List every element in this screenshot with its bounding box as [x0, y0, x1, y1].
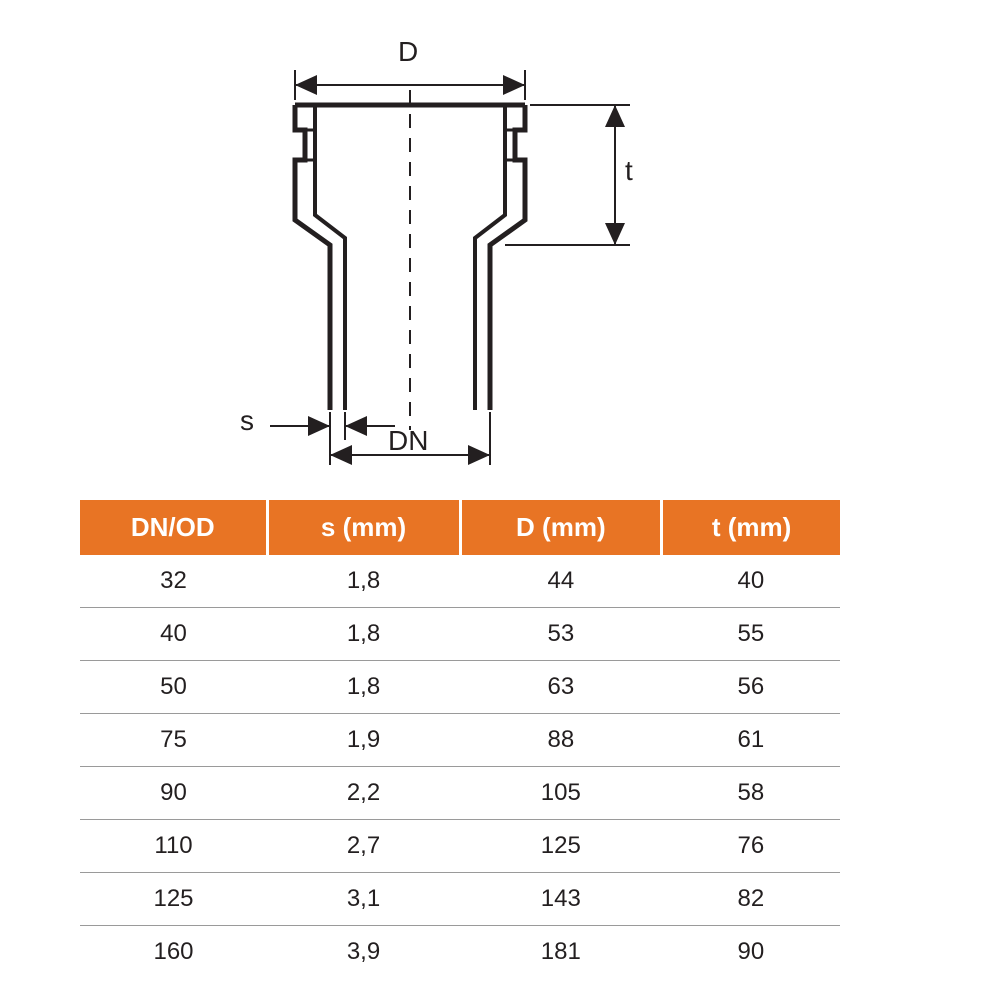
table-cell: 40 — [80, 608, 267, 661]
table-cell: 88 — [460, 714, 662, 767]
table-body: 321,84440401,85355501,86356751,98861902,… — [80, 555, 840, 978]
table-row: 1102,712576 — [80, 820, 840, 873]
table-cell: 90 — [80, 767, 267, 820]
label-D: D — [398, 36, 418, 68]
table-cell: 53 — [460, 608, 662, 661]
table-cell: 32 — [80, 555, 267, 608]
table-cell: 56 — [662, 661, 840, 714]
table-cell: 50 — [80, 661, 267, 714]
table-cell: 58 — [662, 767, 840, 820]
table-cell: 3,1 — [267, 873, 460, 926]
table-cell: 1,9 — [267, 714, 460, 767]
table-cell: 55 — [662, 608, 840, 661]
table-header-cell: D (mm) — [460, 500, 662, 555]
table-cell: 82 — [662, 873, 840, 926]
table-cell: 105 — [460, 767, 662, 820]
table-header-cell: DN/OD — [80, 500, 267, 555]
table-cell: 44 — [460, 555, 662, 608]
table-row: 321,84440 — [80, 555, 840, 608]
table-row: 1603,918190 — [80, 926, 840, 979]
table-cell: 2,2 — [267, 767, 460, 820]
table-cell: 63 — [460, 661, 662, 714]
table-cell: 40 — [662, 555, 840, 608]
table-cell: 181 — [460, 926, 662, 979]
table-cell: 90 — [662, 926, 840, 979]
table-cell: 3,9 — [267, 926, 460, 979]
table-row: 1253,114382 — [80, 873, 840, 926]
table-cell: 125 — [80, 873, 267, 926]
table-cell: 61 — [662, 714, 840, 767]
label-DN: DN — [388, 425, 428, 457]
table-cell: 76 — [662, 820, 840, 873]
pipe-diagram-svg — [200, 30, 730, 470]
table-row: 501,86356 — [80, 661, 840, 714]
table-row: 751,98861 — [80, 714, 840, 767]
table-cell: 125 — [460, 820, 662, 873]
table-cell: 110 — [80, 820, 267, 873]
technical-drawing: D t s DN — [200, 30, 730, 470]
table-cell: 160 — [80, 926, 267, 979]
table-cell: 1,8 — [267, 661, 460, 714]
table-row: 401,85355 — [80, 608, 840, 661]
table-row: 902,210558 — [80, 767, 840, 820]
table-header-cell: t (mm) — [662, 500, 840, 555]
dimensions-table-container: DN/ODs (mm)D (mm)t (mm) 321,84440401,853… — [80, 500, 840, 978]
label-s: s — [240, 405, 254, 437]
table-header-row: DN/ODs (mm)D (mm)t (mm) — [80, 500, 840, 555]
table-header-cell: s (mm) — [267, 500, 460, 555]
table-cell: 143 — [460, 873, 662, 926]
dimensions-table: DN/ODs (mm)D (mm)t (mm) 321,84440401,853… — [80, 500, 840, 978]
table-cell: 1,8 — [267, 555, 460, 608]
table-cell: 2,7 — [267, 820, 460, 873]
label-t: t — [625, 155, 633, 187]
table-cell: 75 — [80, 714, 267, 767]
table-cell: 1,8 — [267, 608, 460, 661]
